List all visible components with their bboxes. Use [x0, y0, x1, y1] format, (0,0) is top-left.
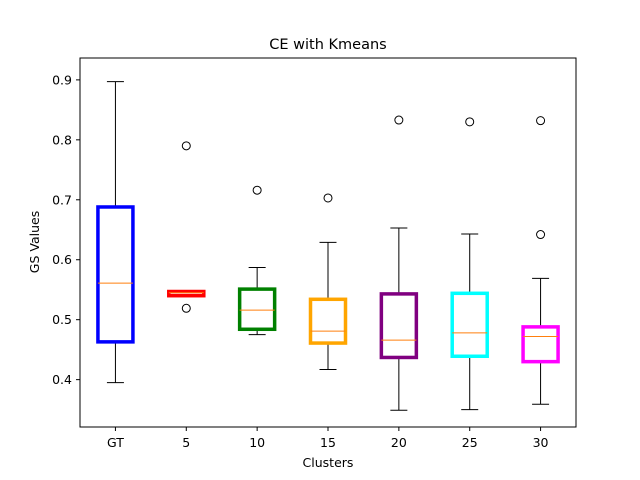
outlier-point	[465, 117, 475, 127]
x-tick-label: 5	[182, 435, 190, 450]
x-tick-label: 30	[533, 435, 549, 450]
y-tick-label: 0.8	[52, 132, 72, 147]
y-tick-label: 0.4	[52, 372, 72, 387]
y-tick-label: 0.5	[52, 312, 72, 327]
box-10	[237, 287, 277, 332]
box-25	[450, 291, 489, 359]
x-tick-label: GT	[107, 435, 124, 450]
y-tick-label: 0.6	[52, 252, 72, 267]
box-GT	[96, 205, 135, 344]
x-tick-label: 15	[320, 435, 336, 450]
outlier-point	[181, 303, 191, 313]
x-tick-label: 20	[391, 435, 407, 450]
x-tick-label: 25	[462, 435, 478, 450]
chart-title: CE with Kmeans	[269, 37, 386, 53]
box-30	[521, 325, 560, 364]
x-tick-label: 10	[249, 435, 265, 450]
y-tick-label: 0.9	[52, 72, 72, 87]
outlier-point	[536, 230, 546, 240]
box-15	[308, 297, 348, 345]
plot-area-frame	[79, 57, 577, 428]
x-axis-label: Clusters	[303, 455, 354, 470]
outlier-point	[323, 193, 333, 203]
outlier-point	[536, 116, 546, 126]
outlier-point	[252, 185, 262, 195]
y-axis-label: GS Values	[27, 211, 42, 273]
outlier-point	[394, 115, 404, 125]
outlier-point	[181, 141, 191, 151]
box-20	[379, 292, 419, 360]
y-tick-label: 0.7	[52, 192, 72, 207]
box-5	[167, 289, 206, 298]
